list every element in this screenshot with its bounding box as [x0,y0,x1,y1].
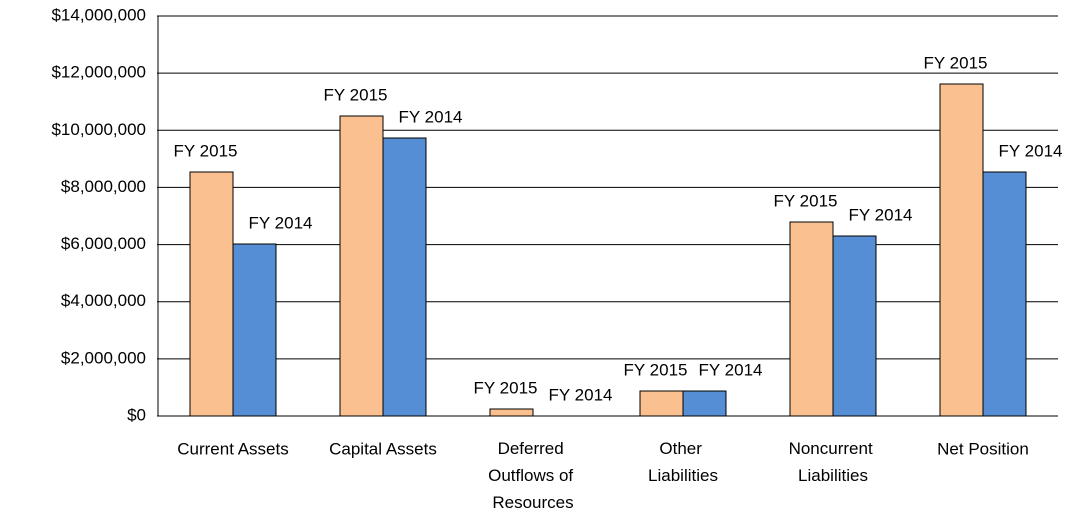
y-tick-label: $0 [127,405,146,424]
x-tick-label: Current Assets [177,439,289,458]
data-label: FY 2015 [474,378,538,397]
data-label: FY 2015 [924,53,988,72]
x-tick-label: Deferred Outflows of Resources [488,439,578,512]
y-tick-label: $10,000,000 [51,120,146,139]
bar [339,115,384,417]
data-label: FY 2015 [624,360,688,379]
x-tick-label: Other Liabilities [648,439,718,485]
bar [489,408,534,417]
bar [789,221,834,417]
bar [639,390,684,417]
data-label: FY 2014 [399,107,463,126]
bar [939,83,984,417]
bar [832,235,877,417]
x-tick-label: Noncurrent Liabilities [789,439,878,485]
data-label: FY 2014 [549,385,613,404]
y-tick-label: $4,000,000 [61,291,146,310]
data-label: FY 2014 [699,360,763,379]
bar [189,171,234,417]
bar [982,171,1027,417]
y-tick-label: $6,000,000 [61,234,146,253]
x-tick-label: Capital Assets [329,439,437,458]
data-label: FY 2014 [999,141,1063,160]
data-label: FY 2015 [174,141,238,160]
y-tick-label: $12,000,000 [51,63,146,82]
data-label: FY 2014 [849,205,913,224]
data-label: FY 2014 [249,213,313,232]
x-tick-label: Net Position [937,439,1029,458]
bar [232,243,277,417]
data-label: FY 2015 [324,85,388,104]
y-tick-label: $8,000,000 [61,177,146,196]
data-label: FY 2015 [774,191,838,210]
y-tick-label: $14,000,000 [51,5,146,24]
bar [682,390,727,417]
bar [382,137,427,417]
y-tick-label: $2,000,000 [61,348,146,367]
